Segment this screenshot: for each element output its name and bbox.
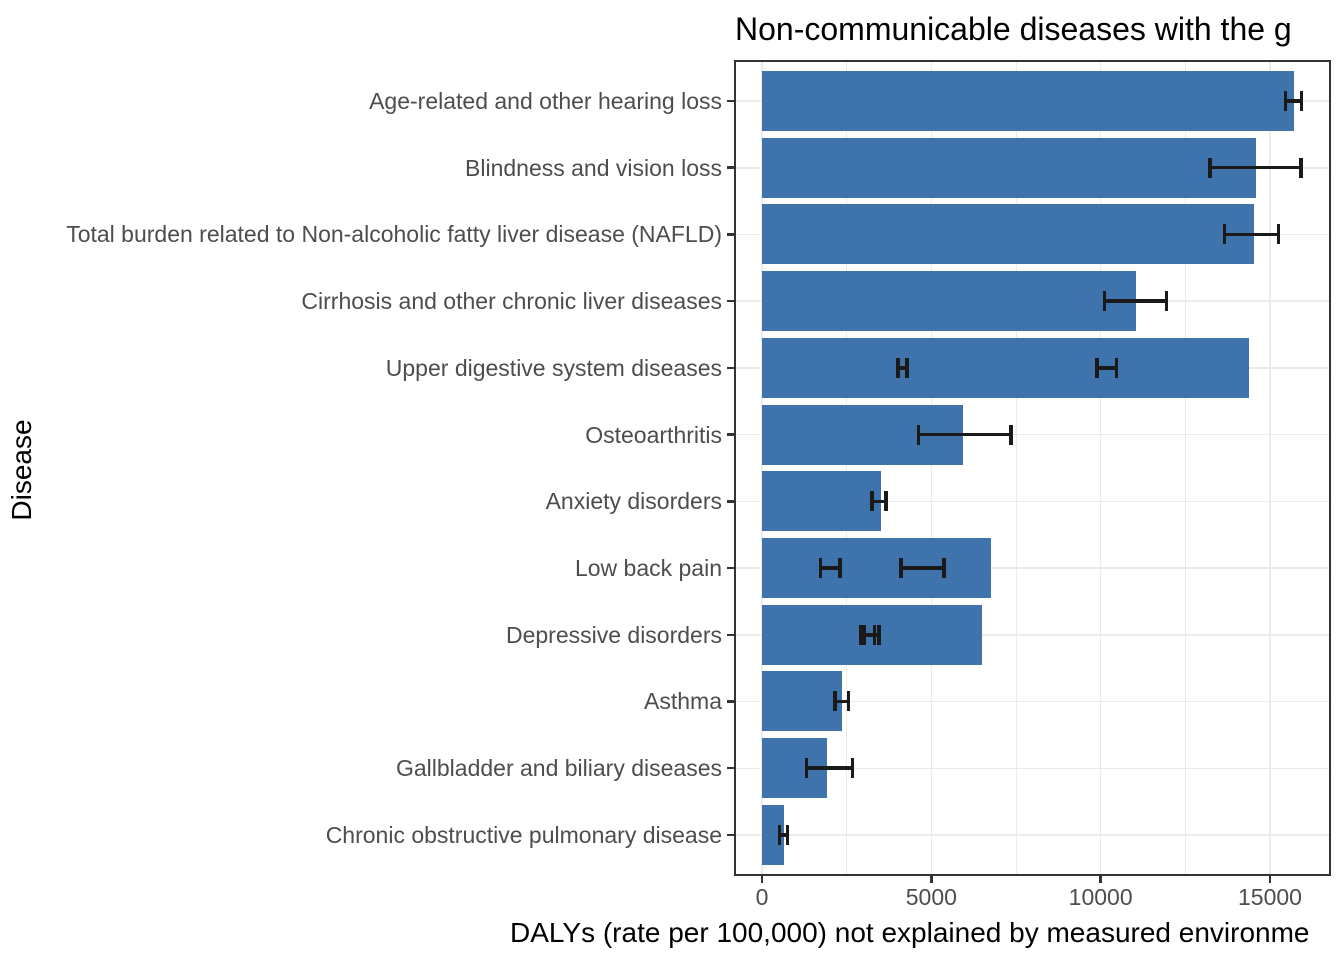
y-tick-mark bbox=[727, 366, 735, 370]
category-label: Cirrhosis and other chronic liver diseas… bbox=[301, 288, 722, 315]
major-gridline bbox=[930, 62, 933, 874]
major-gridline bbox=[1269, 62, 1271, 874]
minor-gridline bbox=[1184, 62, 1186, 874]
bar bbox=[762, 271, 1136, 332]
category-label: Chronic obstructive pulmonary disease bbox=[325, 821, 722, 848]
category-label: Blindness and vision loss bbox=[465, 154, 722, 181]
bar bbox=[762, 137, 1257, 198]
error-bar bbox=[1102, 291, 1169, 312]
error-bar-line bbox=[862, 633, 881, 637]
row-gridline bbox=[736, 700, 1329, 703]
x-tick-mark bbox=[930, 876, 933, 883]
error-bar-line bbox=[1208, 165, 1303, 170]
y-tick-mark bbox=[727, 633, 735, 636]
error-bar bbox=[818, 558, 842, 579]
error-bar-line bbox=[777, 833, 790, 837]
bar bbox=[762, 671, 842, 732]
y-tick-mark bbox=[727, 766, 735, 770]
row-gridline bbox=[736, 567, 1329, 569]
y-tick-mark bbox=[727, 233, 735, 236]
major-gridline bbox=[761, 62, 763, 874]
y-tick-mark bbox=[727, 833, 735, 837]
category-label: Upper digestive system diseases bbox=[385, 354, 722, 381]
error-bar-line bbox=[899, 566, 946, 570]
y-tick-mark bbox=[727, 500, 735, 503]
error-bar bbox=[870, 491, 888, 512]
error-bar-line bbox=[1095, 366, 1119, 370]
bar bbox=[762, 204, 1255, 265]
category-label: Asthma bbox=[644, 688, 722, 715]
x-tick-label: 0 bbox=[755, 884, 769, 910]
bar bbox=[762, 471, 882, 532]
y-tick-mark bbox=[727, 433, 735, 436]
major-gridline bbox=[1099, 62, 1102, 874]
x-tick-mark bbox=[760, 876, 764, 883]
category-label: Osteoarthritis bbox=[585, 421, 722, 448]
error-bar-line bbox=[1102, 299, 1169, 303]
x-tick-label: 10000 bbox=[1068, 884, 1133, 910]
error-bar bbox=[804, 758, 855, 779]
error-bar bbox=[916, 424, 1013, 445]
row-gridline bbox=[736, 433, 1329, 436]
row-gridline bbox=[736, 634, 1329, 636]
error-bar-line bbox=[1283, 99, 1304, 103]
y-tick-mark bbox=[727, 700, 735, 703]
row-gridline bbox=[736, 834, 1329, 836]
error-bar-line bbox=[818, 566, 842, 570]
error-bar bbox=[862, 624, 881, 645]
y-tick-mark bbox=[727, 566, 735, 570]
error-bar-line bbox=[833, 699, 851, 704]
x-tick-label: 5000 bbox=[905, 884, 957, 910]
error-bar bbox=[1208, 157, 1303, 178]
row-gridline bbox=[736, 500, 1329, 503]
row-gridline bbox=[736, 767, 1329, 769]
bar bbox=[762, 538, 991, 599]
category-label: Total burden related to Non-alcoholic fa… bbox=[66, 221, 722, 248]
x-tick-mark bbox=[1268, 876, 1272, 883]
bar bbox=[762, 804, 784, 865]
error-bar-line bbox=[870, 499, 888, 504]
error-bar bbox=[1283, 91, 1304, 111]
error-bar bbox=[1222, 224, 1281, 245]
bar bbox=[762, 71, 1294, 131]
chart-title: Non-communicable diseases with the g bbox=[735, 11, 1292, 47]
error-bar bbox=[896, 357, 909, 378]
y-tick-mark bbox=[727, 166, 735, 169]
y-tick-mark bbox=[727, 99, 735, 103]
minor-gridline bbox=[1015, 62, 1017, 874]
minor-gridline bbox=[846, 62, 848, 874]
category-label: Low back pain bbox=[574, 555, 722, 582]
x-axis-title: DALYs (rate per 100,000) not explained b… bbox=[510, 917, 1310, 948]
error-bar bbox=[1095, 357, 1119, 378]
error-bar-line bbox=[896, 366, 909, 370]
bar bbox=[762, 337, 1250, 398]
error-bar bbox=[899, 558, 946, 579]
plot-panel bbox=[734, 60, 1331, 876]
error-bar-line bbox=[1222, 232, 1281, 237]
category-label: Age-related and other hearing loss bbox=[369, 88, 722, 114]
x-tick-label: 15000 bbox=[1238, 884, 1302, 910]
error-bar-line bbox=[804, 766, 855, 770]
error-bar bbox=[777, 824, 790, 845]
error-bar bbox=[833, 691, 851, 712]
category-label: Depressive disorders bbox=[505, 621, 722, 648]
y-tick-mark bbox=[727, 299, 735, 303]
category-label: Gallbladder and biliary diseases bbox=[395, 755, 722, 782]
x-tick-mark bbox=[1099, 876, 1102, 883]
error-bar-line bbox=[916, 432, 1013, 437]
category-label: Anxiety disorders bbox=[545, 488, 722, 515]
